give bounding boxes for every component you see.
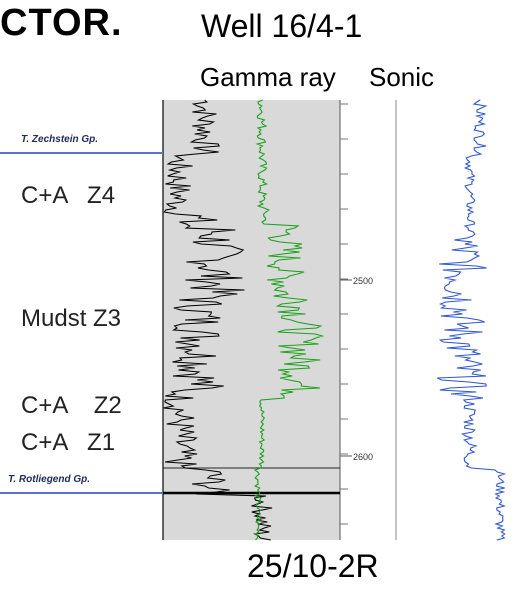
top-label-rotliegend: T. Rotliegend Gp. [8, 474, 91, 485]
depth-label-2600: 2600 [353, 452, 373, 462]
gamma-ray-curve [253, 99, 325, 541]
zone-label-z4: C+A Z4 [21, 182, 116, 209]
well-title: Well 16/4-1 [201, 8, 363, 44]
zone-label-z2: C+A Z2 [21, 392, 122, 419]
depth-label-2500: 2500 [353, 276, 373, 286]
slide-heading: CTOR. [0, 2, 123, 44]
depth-ticks [340, 103, 348, 525]
zone-label-z3: Mudst Z3 [21, 305, 122, 332]
gamma-ray-black-curve [163, 99, 273, 541]
track-label-gamma-ray: Gamma ray [200, 62, 336, 92]
well-id: 25/10-2R [247, 548, 379, 584]
track-label-sonic: Sonic [369, 62, 435, 92]
sonic-curve [437, 99, 507, 541]
zone-label-z1: C+A Z1 [21, 429, 116, 456]
top-label-zechstein: T. Zechstein Gp. [21, 134, 99, 145]
